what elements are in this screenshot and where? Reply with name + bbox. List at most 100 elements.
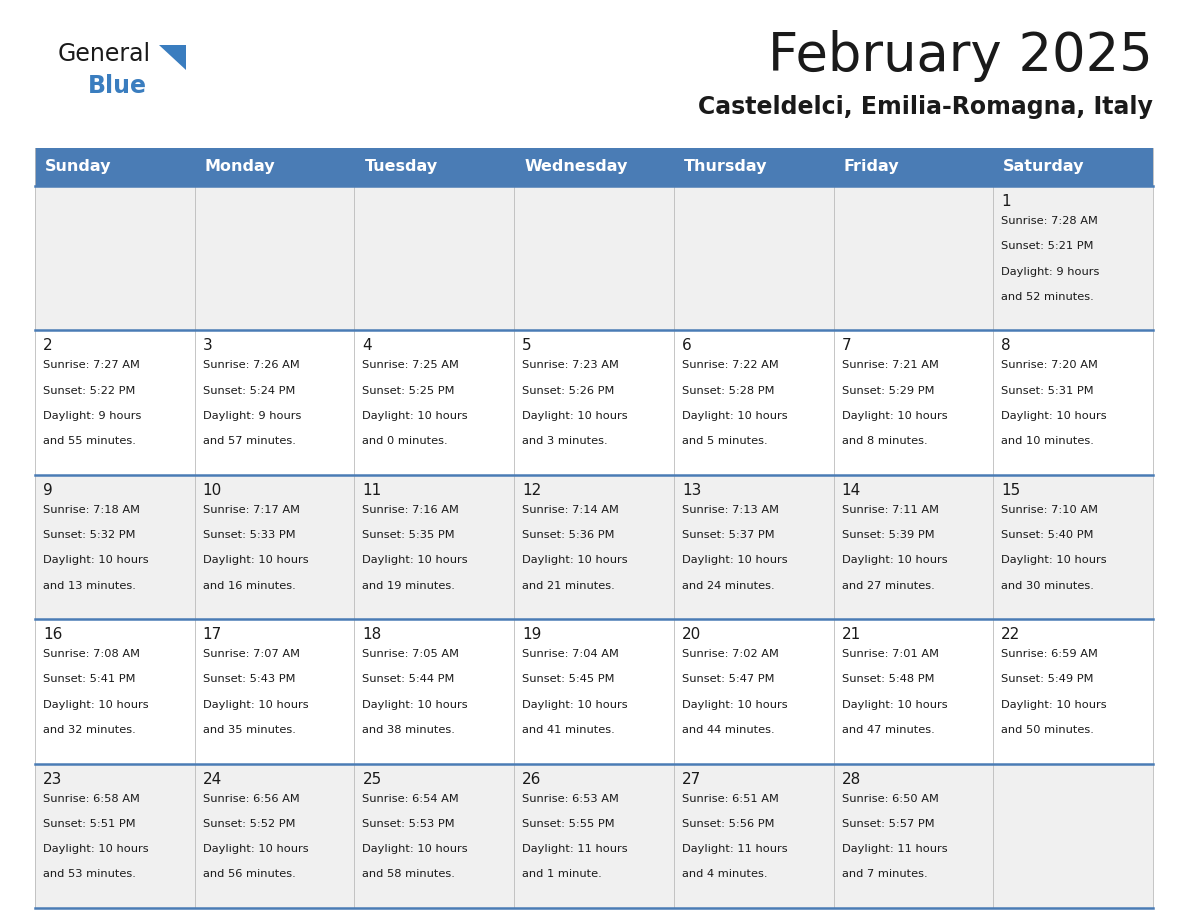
Text: Sunrise: 7:20 AM: Sunrise: 7:20 AM bbox=[1001, 361, 1098, 370]
Text: Daylight: 10 hours: Daylight: 10 hours bbox=[362, 555, 468, 565]
Text: and 5 minutes.: and 5 minutes. bbox=[682, 436, 767, 446]
Text: Sunrise: 7:26 AM: Sunrise: 7:26 AM bbox=[203, 361, 299, 370]
Text: Saturday: Saturday bbox=[1004, 160, 1085, 174]
Text: Daylight: 10 hours: Daylight: 10 hours bbox=[362, 411, 468, 421]
Text: Daylight: 10 hours: Daylight: 10 hours bbox=[203, 700, 309, 710]
Text: Sunrise: 7:14 AM: Sunrise: 7:14 AM bbox=[523, 505, 619, 515]
Text: Sunset: 5:33 PM: Sunset: 5:33 PM bbox=[203, 530, 296, 540]
Text: Sunset: 5:35 PM: Sunset: 5:35 PM bbox=[362, 530, 455, 540]
Text: Daylight: 11 hours: Daylight: 11 hours bbox=[841, 845, 947, 854]
Text: Sunset: 5:48 PM: Sunset: 5:48 PM bbox=[841, 675, 934, 685]
Text: Daylight: 9 hours: Daylight: 9 hours bbox=[1001, 266, 1100, 276]
Text: 13: 13 bbox=[682, 483, 701, 498]
Text: Sunset: 5:51 PM: Sunset: 5:51 PM bbox=[43, 819, 135, 829]
Text: 26: 26 bbox=[523, 772, 542, 787]
Text: Daylight: 10 hours: Daylight: 10 hours bbox=[523, 411, 627, 421]
Text: 24: 24 bbox=[203, 772, 222, 787]
Text: and 57 minutes.: and 57 minutes. bbox=[203, 436, 296, 446]
Text: Sunrise: 6:53 AM: Sunrise: 6:53 AM bbox=[523, 793, 619, 803]
Text: Daylight: 10 hours: Daylight: 10 hours bbox=[523, 700, 627, 710]
Text: 16: 16 bbox=[43, 627, 63, 643]
Text: 21: 21 bbox=[841, 627, 861, 643]
Text: 9: 9 bbox=[43, 483, 52, 498]
Text: Sunday: Sunday bbox=[45, 160, 112, 174]
Text: 17: 17 bbox=[203, 627, 222, 643]
Text: and 30 minutes.: and 30 minutes. bbox=[1001, 580, 1094, 590]
Text: Daylight: 10 hours: Daylight: 10 hours bbox=[1001, 411, 1107, 421]
Text: Sunrise: 6:56 AM: Sunrise: 6:56 AM bbox=[203, 793, 299, 803]
Text: Thursday: Thursday bbox=[684, 160, 767, 174]
Text: Sunrise: 6:58 AM: Sunrise: 6:58 AM bbox=[43, 793, 140, 803]
Text: Daylight: 10 hours: Daylight: 10 hours bbox=[682, 411, 788, 421]
Text: and 44 minutes.: and 44 minutes. bbox=[682, 725, 775, 735]
Text: 20: 20 bbox=[682, 627, 701, 643]
Text: Daylight: 10 hours: Daylight: 10 hours bbox=[43, 845, 148, 854]
Text: Daylight: 10 hours: Daylight: 10 hours bbox=[203, 555, 309, 565]
Text: and 4 minutes.: and 4 minutes. bbox=[682, 869, 767, 879]
Text: Sunrise: 7:11 AM: Sunrise: 7:11 AM bbox=[841, 505, 939, 515]
Text: and 47 minutes.: and 47 minutes. bbox=[841, 725, 934, 735]
Text: 7: 7 bbox=[841, 339, 851, 353]
Text: Daylight: 10 hours: Daylight: 10 hours bbox=[362, 700, 468, 710]
Text: Wednesday: Wednesday bbox=[524, 160, 627, 174]
Text: Sunset: 5:52 PM: Sunset: 5:52 PM bbox=[203, 819, 295, 829]
Text: and 3 minutes.: and 3 minutes. bbox=[523, 436, 608, 446]
Text: Daylight: 9 hours: Daylight: 9 hours bbox=[43, 411, 141, 421]
Text: Sunrise: 7:21 AM: Sunrise: 7:21 AM bbox=[841, 361, 939, 370]
Text: Sunset: 5:40 PM: Sunset: 5:40 PM bbox=[1001, 530, 1094, 540]
Text: 15: 15 bbox=[1001, 483, 1020, 498]
Text: and 24 minutes.: and 24 minutes. bbox=[682, 580, 775, 590]
Text: Daylight: 10 hours: Daylight: 10 hours bbox=[841, 411, 947, 421]
Text: Sunset: 5:21 PM: Sunset: 5:21 PM bbox=[1001, 241, 1094, 252]
Text: Daylight: 9 hours: Daylight: 9 hours bbox=[203, 411, 301, 421]
Text: Monday: Monday bbox=[204, 160, 276, 174]
Text: and 52 minutes.: and 52 minutes. bbox=[1001, 292, 1094, 302]
Text: Daylight: 10 hours: Daylight: 10 hours bbox=[682, 700, 788, 710]
Bar bbox=[34, 186, 1154, 330]
Text: 28: 28 bbox=[841, 772, 861, 787]
Text: and 8 minutes.: and 8 minutes. bbox=[841, 436, 927, 446]
Text: Sunrise: 7:18 AM: Sunrise: 7:18 AM bbox=[43, 505, 140, 515]
Text: and 19 minutes.: and 19 minutes. bbox=[362, 580, 455, 590]
Text: Daylight: 10 hours: Daylight: 10 hours bbox=[362, 845, 468, 854]
Text: 11: 11 bbox=[362, 483, 381, 498]
Text: February 2025: February 2025 bbox=[769, 30, 1154, 82]
Text: and 7 minutes.: and 7 minutes. bbox=[841, 869, 927, 879]
Text: Sunset: 5:22 PM: Sunset: 5:22 PM bbox=[43, 386, 135, 396]
Text: Sunset: 5:37 PM: Sunset: 5:37 PM bbox=[682, 530, 775, 540]
Text: and 10 minutes.: and 10 minutes. bbox=[1001, 436, 1094, 446]
Text: Daylight: 10 hours: Daylight: 10 hours bbox=[203, 845, 309, 854]
Text: Casteldelci, Emilia-Romagna, Italy: Casteldelci, Emilia-Romagna, Italy bbox=[699, 95, 1154, 119]
Text: and 21 minutes.: and 21 minutes. bbox=[523, 580, 615, 590]
Text: Sunset: 5:57 PM: Sunset: 5:57 PM bbox=[841, 819, 934, 829]
Text: and 35 minutes.: and 35 minutes. bbox=[203, 725, 296, 735]
Text: and 38 minutes.: and 38 minutes. bbox=[362, 725, 455, 735]
Text: Sunrise: 7:05 AM: Sunrise: 7:05 AM bbox=[362, 649, 460, 659]
Text: Friday: Friday bbox=[843, 160, 899, 174]
Text: 4: 4 bbox=[362, 339, 372, 353]
Text: Sunrise: 7:23 AM: Sunrise: 7:23 AM bbox=[523, 361, 619, 370]
Text: Sunrise: 7:25 AM: Sunrise: 7:25 AM bbox=[362, 361, 460, 370]
Text: and 55 minutes.: and 55 minutes. bbox=[43, 436, 135, 446]
Text: Sunset: 5:32 PM: Sunset: 5:32 PM bbox=[43, 530, 135, 540]
Text: 6: 6 bbox=[682, 339, 691, 353]
Text: 27: 27 bbox=[682, 772, 701, 787]
Text: and 58 minutes.: and 58 minutes. bbox=[362, 869, 455, 879]
Text: and 32 minutes.: and 32 minutes. bbox=[43, 725, 135, 735]
Bar bbox=[34, 330, 1154, 475]
Text: Sunrise: 7:07 AM: Sunrise: 7:07 AM bbox=[203, 649, 299, 659]
Text: Sunrise: 7:16 AM: Sunrise: 7:16 AM bbox=[362, 505, 460, 515]
Text: 5: 5 bbox=[523, 339, 532, 353]
Text: Sunset: 5:44 PM: Sunset: 5:44 PM bbox=[362, 675, 455, 685]
Text: Sunrise: 7:10 AM: Sunrise: 7:10 AM bbox=[1001, 505, 1098, 515]
Text: Sunset: 5:56 PM: Sunset: 5:56 PM bbox=[682, 819, 775, 829]
Text: Sunset: 5:41 PM: Sunset: 5:41 PM bbox=[43, 675, 135, 685]
Text: 25: 25 bbox=[362, 772, 381, 787]
Text: Sunset: 5:28 PM: Sunset: 5:28 PM bbox=[682, 386, 775, 396]
Text: Sunset: 5:45 PM: Sunset: 5:45 PM bbox=[523, 675, 614, 685]
Text: 18: 18 bbox=[362, 627, 381, 643]
Polygon shape bbox=[159, 45, 187, 70]
Text: Daylight: 10 hours: Daylight: 10 hours bbox=[523, 555, 627, 565]
Text: Sunset: 5:24 PM: Sunset: 5:24 PM bbox=[203, 386, 295, 396]
Text: Sunrise: 6:59 AM: Sunrise: 6:59 AM bbox=[1001, 649, 1098, 659]
